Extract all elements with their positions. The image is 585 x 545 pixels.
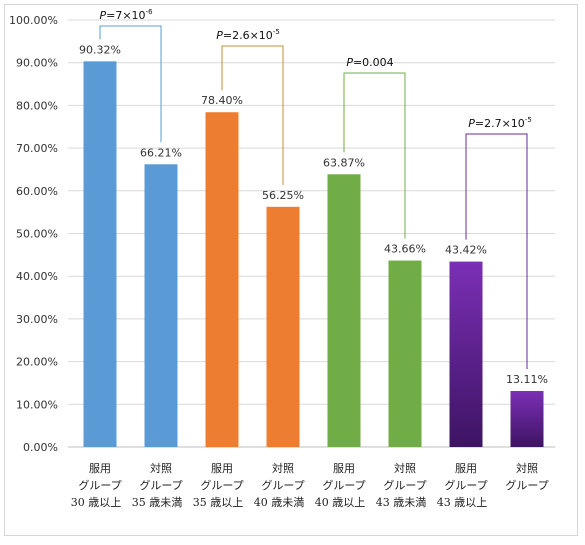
data-label: 13.11% [506, 373, 548, 386]
x-category-label: グループ [505, 478, 548, 492]
bar [510, 391, 544, 447]
y-tick-label: 50.00% [16, 228, 58, 241]
x-category-label: グループ [200, 478, 243, 492]
y-tick-label: 90.00% [16, 57, 58, 70]
bar [266, 206, 300, 447]
bar [449, 261, 483, 447]
y-tick-label: 70.00% [16, 142, 58, 155]
x-category-label: グループ [139, 478, 182, 492]
x-category-label: 対照 [394, 461, 416, 475]
p-value-label: P=7×10-6 [99, 8, 153, 22]
y-tick-label: 100.00% [9, 14, 58, 27]
x-category-label: 40 歳以上 [315, 496, 366, 509]
x-category-label: 服用 [211, 462, 233, 475]
data-label: 63.87% [323, 156, 365, 169]
x-category-label: グループ [383, 478, 426, 492]
y-tick-label: 0.00% [23, 441, 58, 454]
significance-bracket [343, 72, 406, 239]
data-label: 90.32% [79, 43, 121, 56]
bar [327, 174, 361, 448]
p-value-label: P=2.6×10-5 [216, 28, 280, 42]
data-label: 43.66% [384, 243, 426, 256]
y-tick-label: 80.00% [16, 99, 58, 112]
x-category-label: 服用 [89, 462, 111, 475]
y-tick-label: 60.00% [16, 185, 58, 198]
data-label: 66.21% [140, 146, 182, 159]
data-label: 43.42% [445, 244, 487, 257]
x-category-label: 対照 [150, 461, 172, 475]
x-category-label: 40 歳未満 [254, 496, 305, 509]
y-tick-label: 10.00% [16, 398, 58, 411]
x-category-label: 30 歳以上 [71, 496, 122, 509]
bar [205, 112, 239, 448]
significance-bracket [99, 25, 162, 143]
bar [144, 164, 178, 447]
x-category-label: グループ [444, 478, 487, 492]
data-label: 56.25% [262, 189, 304, 202]
x-category-label: グループ [261, 478, 304, 492]
p-value-label: P=2.7×10-5 [468, 116, 532, 130]
x-category-label: 服用 [333, 462, 355, 475]
x-category-label: 対照 [272, 461, 294, 475]
y-tick-label: 40.00% [16, 270, 58, 283]
data-label: 78.40% [201, 94, 243, 107]
x-category-label: 35 歳未満 [132, 496, 183, 509]
x-category-label: 対照 [516, 461, 538, 475]
bar [388, 260, 422, 447]
p-value-label: P=0.004 [346, 56, 393, 69]
x-category-label: 服用 [455, 462, 477, 475]
x-category-label: 35 歳以上 [193, 496, 244, 509]
y-tick-label: 30.00% [16, 313, 58, 326]
x-category-label: 43 歳未満 [376, 496, 427, 509]
bar [83, 61, 117, 448]
y-tick-label: 20.00% [16, 356, 58, 369]
significance-bracket [465, 133, 528, 370]
x-category-label: グループ [322, 478, 365, 492]
x-category-label: 43 歳以上 [437, 496, 488, 509]
significance-bracket [221, 45, 284, 185]
x-category-label: グループ [78, 478, 121, 492]
